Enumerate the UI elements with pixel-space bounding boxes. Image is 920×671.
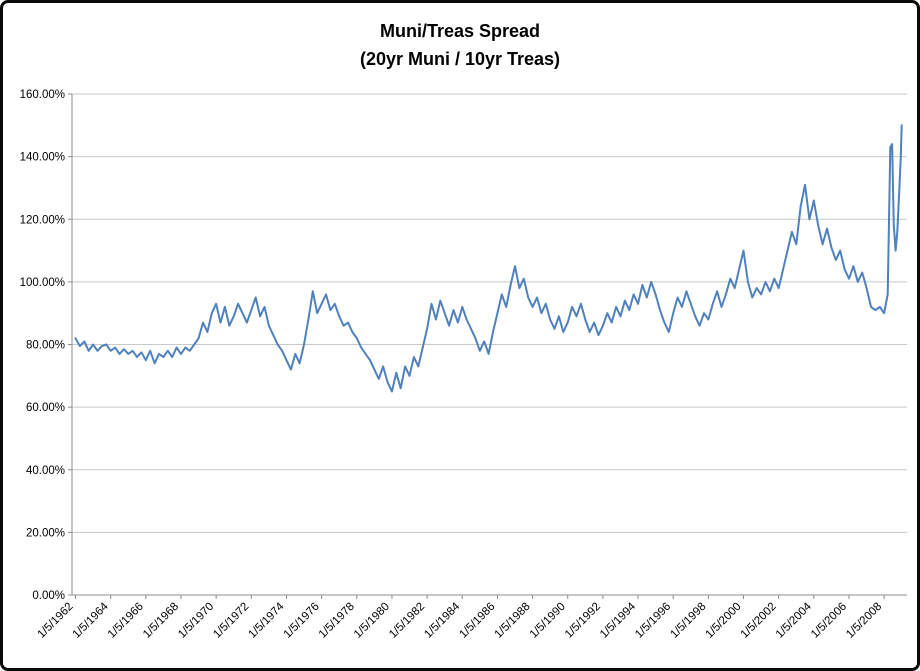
x-tick-label: 1/5/1972 — [211, 601, 251, 641]
x-tick-label: 1/5/2008 — [844, 601, 884, 641]
y-tick-label: 0.00% — [32, 590, 65, 602]
y-tick-label: 140.00% — [20, 152, 65, 164]
chart-subtitle: (20yr Muni / 10yr Treas) — [359, 49, 561, 69]
x-tick-label: 1/5/1992 — [563, 601, 603, 641]
y-tick-label: 120.00% — [20, 214, 65, 226]
y-tick-label: 40.00% — [26, 465, 65, 477]
y-tick-label: 20.00% — [26, 527, 65, 539]
plot-svg: 0.00% 20.00% 40.00% 60.00% 80.00% 100.00% 120.… — [20, 89, 907, 641]
x-tick-label: 1/5/1982 — [387, 601, 427, 641]
x-tick-label: 1/5/2006 — [809, 601, 849, 641]
x-tick-label: 1/5/1984 — [422, 600, 463, 641]
x-tick-label: 1/5/1966 — [106, 601, 146, 641]
y-tick-label: 60.00% — [26, 402, 65, 414]
y-tick-label: 80.00% — [26, 340, 65, 352]
x-tick-label: 1/5/1974 — [246, 600, 287, 641]
x-tick-label: 1/5/1986 — [457, 601, 497, 641]
chart-title: Muni/Treas Spread — [379, 21, 541, 41]
x-tick-label: 1/5/1994 — [598, 600, 639, 641]
x-tick-label: 1/5/2004 — [774, 600, 815, 641]
chart-title-block: Muni/Treas Spread (20yr Muni / 10yr Trea… — [3, 17, 917, 73]
x-tick-label: 1/5/1970 — [176, 601, 216, 641]
x-tick-label: 1/5/1980 — [352, 601, 392, 641]
x-tick-label: 1/5/1964 — [71, 600, 112, 641]
x-tick-label: 1/5/2002 — [739, 601, 779, 641]
x-tick-label: 1/5/1978 — [317, 601, 357, 641]
x-tick-label: 1/5/1996 — [633, 601, 673, 641]
x-tick-label: 1/5/1990 — [528, 601, 568, 641]
y-tick-label: 100.00% — [20, 277, 65, 289]
x-tick-label: 1/5/1968 — [141, 601, 181, 641]
x-tick-label: 1/5/2000 — [703, 601, 743, 641]
x-tick-label: 1/5/1962 — [35, 601, 75, 641]
y-tick-label: 160.00% — [20, 89, 65, 101]
x-tick-label: 1/5/1988 — [493, 601, 533, 641]
x-tick-label: 1/5/1976 — [282, 601, 322, 641]
series-line — [74, 124, 903, 393]
x-tick-label: 1/5/1998 — [668, 601, 708, 641]
